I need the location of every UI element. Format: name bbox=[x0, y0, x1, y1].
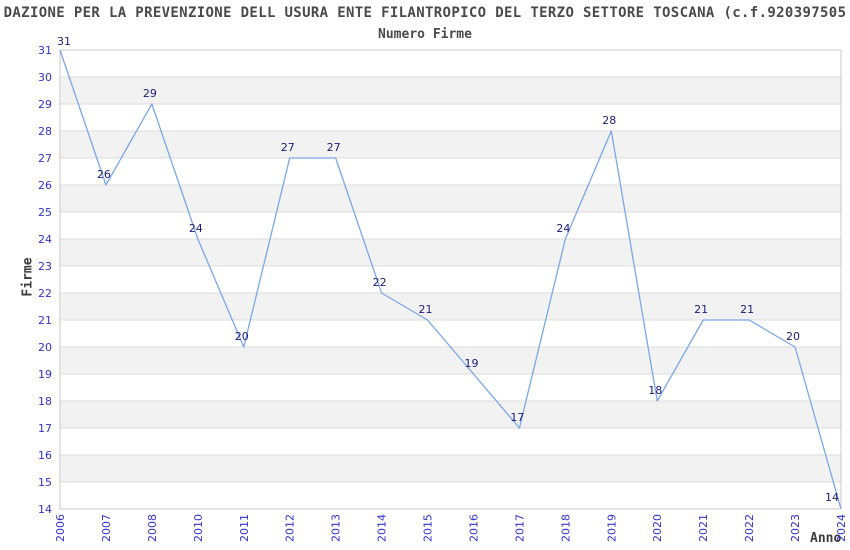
x-tick-label: 2010 bbox=[192, 514, 205, 542]
y-tick-label: 15 bbox=[38, 476, 52, 489]
series-line bbox=[59, 49, 842, 510]
y-tick-label: 22 bbox=[38, 287, 52, 300]
data-label: 18 bbox=[648, 384, 662, 397]
data-label: 31 bbox=[57, 35, 71, 48]
y-tick-label: 19 bbox=[38, 368, 52, 381]
grid-band bbox=[60, 77, 841, 104]
x-tick-label: 2016 bbox=[467, 514, 480, 542]
data-label: 24 bbox=[189, 222, 203, 235]
data-label: 21 bbox=[740, 303, 754, 316]
y-tick-label: 30 bbox=[38, 71, 52, 84]
x-tick-label: 2015 bbox=[422, 514, 435, 542]
data-label: 21 bbox=[694, 303, 708, 316]
grid-band bbox=[60, 185, 841, 212]
y-tick-label: 25 bbox=[38, 206, 52, 219]
x-tick-label: 2023 bbox=[789, 514, 802, 542]
y-tick-label: 16 bbox=[38, 449, 52, 462]
data-label: 17 bbox=[510, 411, 524, 424]
y-tick-label: 24 bbox=[38, 233, 52, 246]
x-tick-label: 2014 bbox=[376, 514, 389, 542]
grid-band bbox=[60, 455, 841, 482]
y-tick-label: 21 bbox=[38, 314, 52, 327]
y-tick-label: 20 bbox=[38, 341, 52, 354]
data-label: 19 bbox=[464, 357, 478, 370]
y-tick-label: 28 bbox=[38, 125, 52, 138]
x-tick-label: 2021 bbox=[697, 514, 710, 542]
x-tick-label: 2022 bbox=[743, 514, 756, 542]
x-tick-label: 2007 bbox=[100, 514, 113, 542]
data-label: 24 bbox=[556, 222, 570, 235]
x-axis-title: Anno bbox=[810, 531, 842, 546]
chart-title: DAZIONE PER LA PREVENZIONE DELL USURA EN… bbox=[3, 5, 847, 21]
data-label: 27 bbox=[281, 141, 295, 154]
x-tick-label: 2011 bbox=[238, 514, 251, 542]
grid-band bbox=[60, 239, 841, 266]
x-tick-label: 2006 bbox=[54, 514, 67, 542]
y-tick-label: 14 bbox=[38, 503, 52, 516]
data-label: 21 bbox=[419, 303, 433, 316]
y-tick-label: 18 bbox=[38, 395, 52, 408]
y-tick-label: 23 bbox=[38, 260, 52, 273]
x-tick-label: 2018 bbox=[559, 514, 572, 542]
y-tick-label: 17 bbox=[38, 422, 52, 435]
data-label: 28 bbox=[602, 114, 616, 127]
data-label: 26 bbox=[97, 168, 111, 181]
x-tick-label: 2020 bbox=[651, 514, 664, 542]
data-label: 29 bbox=[143, 87, 157, 100]
x-tick-label: 2008 bbox=[146, 514, 159, 542]
x-tick-label: 2017 bbox=[513, 514, 526, 542]
x-tick-label: 2019 bbox=[605, 514, 618, 542]
x-tick-label: 2012 bbox=[284, 514, 297, 542]
x-tick-label: 2024 bbox=[835, 514, 848, 542]
data-label: 27 bbox=[327, 141, 341, 154]
grid-band bbox=[60, 347, 841, 374]
data-label: 22 bbox=[373, 276, 387, 289]
grid-band bbox=[60, 401, 841, 428]
grid-band bbox=[60, 293, 841, 320]
grid-band bbox=[60, 131, 841, 158]
data-label: 20 bbox=[786, 330, 800, 343]
data-label: 14 bbox=[825, 491, 839, 504]
y-tick-label: 27 bbox=[38, 152, 52, 165]
plot-border bbox=[59, 49, 842, 510]
x-tick-label: 2013 bbox=[330, 514, 343, 542]
y-tick-label: 29 bbox=[38, 98, 52, 111]
y-tick-label: 26 bbox=[38, 179, 52, 192]
data-label: 20 bbox=[235, 330, 249, 343]
chart-subtitle: Numero Firme bbox=[378, 27, 472, 42]
y-tick-label: 31 bbox=[38, 44, 52, 57]
